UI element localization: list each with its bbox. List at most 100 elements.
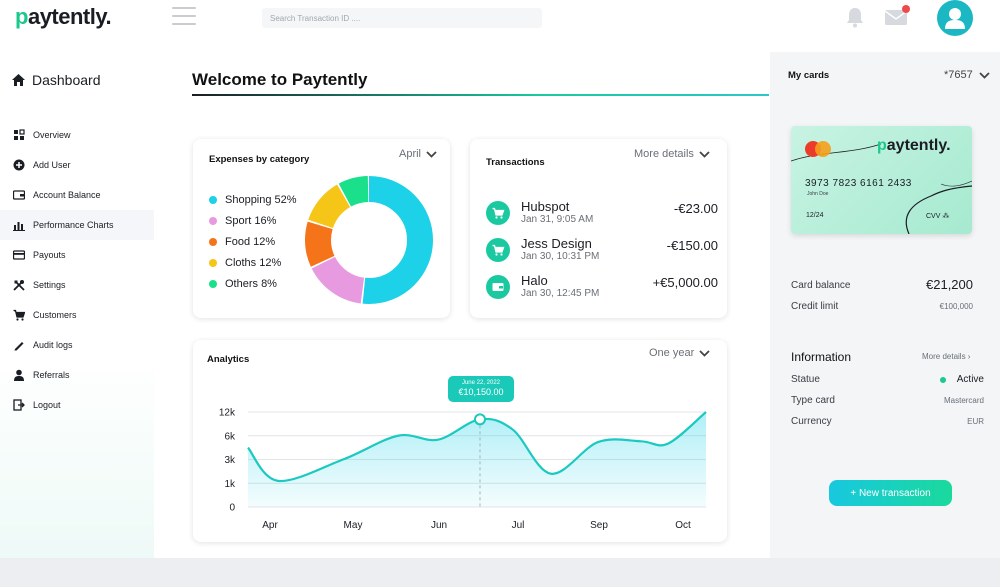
chart-tooltip: June 22, 2022 €10,150.00: [448, 376, 514, 402]
sidebar-item-label: Add User: [33, 160, 71, 170]
dropdown-label: More details: [634, 148, 694, 160]
expenses-period-dropdown[interactable]: April: [399, 148, 437, 160]
cart-icon: [13, 309, 25, 321]
analytics-title: Analytics: [207, 354, 250, 365]
y-tick-label: 3k: [224, 455, 236, 466]
card-balance-label: Card balance: [791, 280, 851, 291]
logo[interactable]: paytently.: [15, 4, 112, 30]
series-line: [247, 411, 707, 483]
wallet-icon: [486, 275, 510, 299]
sidebar-item-payouts[interactable]: Payouts: [0, 240, 154, 270]
type-card-label: Type card: [791, 395, 835, 406]
sidebar-item-label: Settings: [33, 280, 66, 290]
highlight-point[interactable]: [474, 413, 486, 426]
menu-icon[interactable]: [172, 7, 196, 25]
sidebar-item-dashboard[interactable]: Dashboard: [12, 72, 101, 88]
card-holder: John Doe: [807, 191, 829, 197]
sidebar-item-add-user[interactable]: Add User: [0, 150, 154, 180]
page-title: Welcome to Paytently: [192, 70, 368, 89]
transaction-amount: +€5,000.00: [652, 275, 718, 290]
x-tick-label: Oct: [675, 520, 691, 531]
x-tick-label: Jul: [512, 520, 525, 531]
expenses-card: Expenses by category April Shopping 52% S…: [193, 139, 450, 318]
sidebar-item-referrals[interactable]: Referrals: [0, 360, 154, 390]
donut-slice: [305, 176, 433, 304]
search-input[interactable]: [262, 8, 542, 28]
y-tick-label: 6k: [224, 431, 236, 442]
new-transaction-button[interactable]: + New transaction: [829, 480, 952, 506]
information-title: Information: [791, 350, 852, 364]
avatar[interactable]: [937, 0, 973, 36]
currency-label: Currency: [791, 416, 832, 427]
sidebar: Dashboard Overview Add User Account Balanc…: [0, 52, 154, 558]
transaction-row[interactable]: Halo Jan 30, 12:45 PM +€5,000.00: [486, 273, 718, 307]
sidebar-item-audit-logs[interactable]: Audit logs: [0, 330, 154, 360]
chevron-down-icon: [699, 349, 710, 357]
card-icon: [13, 249, 25, 261]
transaction-name: Hubspot: [521, 199, 570, 214]
mail-icon[interactable]: [884, 7, 910, 27]
sidebar-item-overview[interactable]: Overview: [0, 120, 154, 150]
information-more-link[interactable]: More details ›: [922, 352, 971, 361]
transaction-date: Jan 30, 12:45 PM: [521, 288, 600, 299]
expenses-donut-chart: [305, 176, 433, 304]
sidebar-item-label: Dashboard: [32, 72, 101, 88]
card-selector-dropdown[interactable]: *7657: [944, 69, 990, 81]
transactions-card: Transactions More details Hubspot Jan 31,…: [470, 139, 727, 318]
x-tick-label: Sep: [590, 520, 608, 531]
card-decoration: [791, 143, 972, 234]
legend-item: Food 12%: [209, 236, 275, 248]
sidebar-item-performance-charts[interactable]: Performance Charts: [0, 210, 154, 240]
sidebar-item-settings[interactable]: Settings: [0, 270, 154, 300]
logout-icon: [13, 399, 25, 411]
currency-value: EUR: [967, 417, 984, 426]
transaction-date: Jan 30, 10:31 PM: [521, 251, 600, 262]
legend-dot: [209, 259, 217, 267]
legend-dot: [209, 217, 217, 225]
sidebar-item-customers[interactable]: Customers: [0, 300, 154, 330]
legend-label: Food 12%: [225, 236, 276, 248]
credit-limit-value: €100,000: [939, 302, 973, 311]
legend-label: Sport 16%: [225, 215, 277, 227]
credit-limit-label: Credit limit: [791, 301, 839, 312]
sidebar-item-label: Payouts: [33, 250, 66, 260]
legend-item: Cloths 12%: [209, 257, 281, 269]
card-cvv: CVV ⁂: [926, 213, 950, 220]
transactions-more-dropdown[interactable]: More details: [634, 148, 710, 160]
top-bar: paytently.: [0, 0, 1000, 52]
legend-dot: [209, 196, 217, 204]
mastercard-logo: [805, 141, 831, 157]
series-area: [248, 412, 706, 507]
transaction-name: Halo: [521, 273, 548, 288]
bank-card[interactable]: paytently. 3973 7823 6161 2433 John Doe …: [791, 126, 972, 234]
chevron-down-icon: [426, 150, 437, 158]
cart-icon: [486, 238, 510, 262]
legend-item: Shopping 52%: [209, 194, 297, 206]
bar-chart-icon: [13, 219, 25, 231]
home-icon: [12, 74, 25, 86]
x-tick-label: Jun: [431, 520, 447, 531]
legend-label: Shopping 52%: [225, 194, 297, 206]
tools-icon: [13, 279, 25, 291]
wallet-icon: [13, 189, 25, 201]
transaction-name: Jess Design: [521, 236, 592, 251]
tooltip-value: €10,150.00: [458, 387, 504, 397]
sidebar-item-account-balance[interactable]: Account Balance: [0, 180, 154, 210]
bell-icon[interactable]: [845, 6, 865, 28]
sidebar-item-logout[interactable]: Logout: [0, 390, 154, 420]
transaction-row[interactable]: Hubspot Jan 31, 9:05 AM -€23.00: [486, 199, 718, 233]
card-brand: paytently.: [877, 137, 951, 154]
app-window: paytently. Dashboard Overview Add User Acc…: [0, 0, 1000, 558]
legend-label: Others 8%: [225, 278, 277, 290]
logo-text: aytently.: [27, 4, 112, 29]
user-icon: [945, 8, 965, 29]
x-tick-label: May: [344, 520, 363, 531]
card-expiry: 12/24: [806, 212, 824, 219]
transaction-row[interactable]: Jess Design Jan 30, 10:31 PM -€150.00: [486, 236, 718, 270]
analytics-line-chart: 0 1k 3k 6k 12k Apr May Jun Jul Sep Oct: [219, 408, 707, 531]
y-tick-label: 1k: [224, 479, 236, 490]
person-icon: [13, 369, 25, 381]
analytics-period-dropdown[interactable]: One year: [649, 347, 710, 359]
sidebar-item-label: Logout: [33, 400, 61, 410]
sidebar-item-label: Account Balance: [33, 190, 101, 200]
